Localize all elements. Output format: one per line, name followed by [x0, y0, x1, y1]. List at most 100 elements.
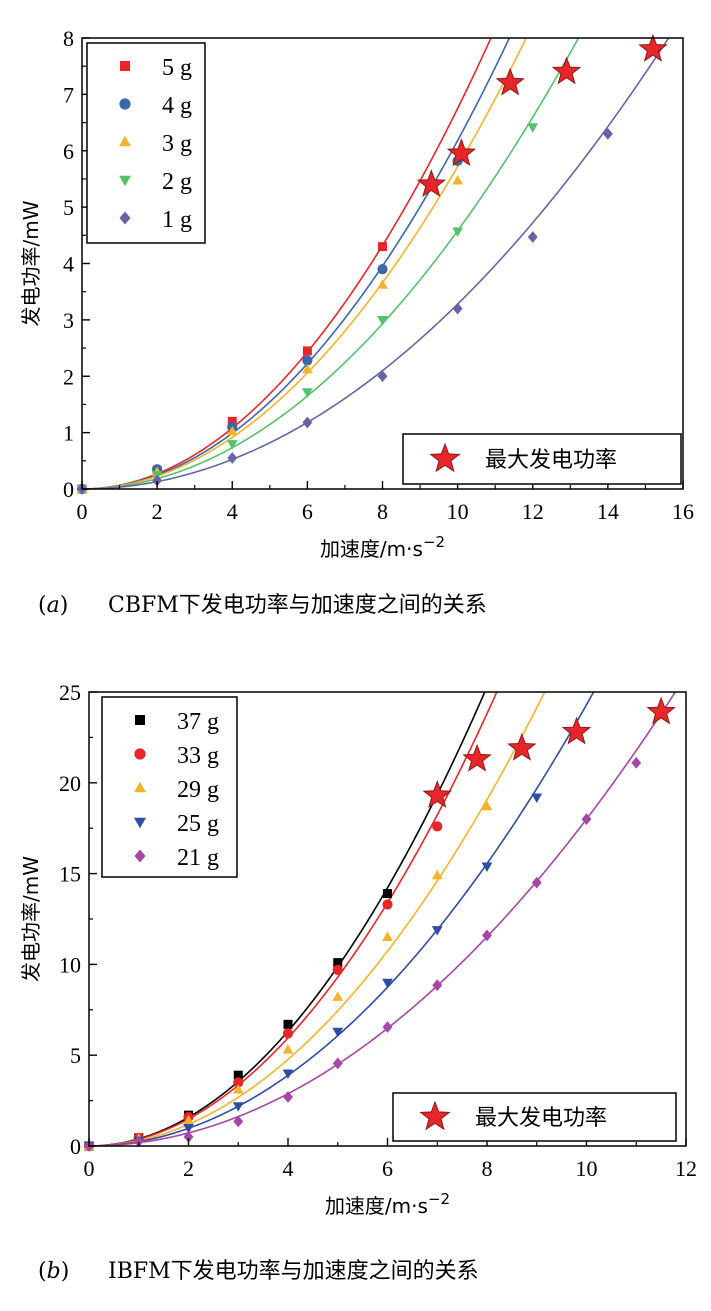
legend: 5 g 4 g 3 g 2 g 1 g [86, 42, 206, 244]
caption-paren-open: ( [38, 1259, 47, 1284]
x-tick-label: 0 [77, 499, 88, 524]
max-power-star [638, 33, 668, 62]
data-point [227, 416, 237, 426]
caption: (b) [38, 1259, 69, 1284]
max-power-star [551, 56, 582, 85]
x-tick-label: 4 [283, 1156, 294, 1181]
x-axis-title: 加速度/m·s−2 [320, 533, 445, 561]
legend-label-1: 33 g [177, 743, 219, 769]
data-point [232, 1084, 244, 1094]
data-point [377, 279, 388, 289]
caption-text: CBFM下发电功率与加速度之间的关系 [108, 593, 487, 618]
y-tick-label: 5 [70, 1043, 81, 1068]
max-power-star [416, 169, 446, 198]
x-tick-label: 6 [302, 499, 313, 524]
data-point [302, 346, 312, 356]
data-point [183, 1131, 194, 1143]
caption-paren-close: ) [61, 1259, 70, 1284]
y-tick-label: 10 [59, 952, 81, 977]
chart-panel-a: 0 2 4 6 8 10 12 14 16012345678加速度/m·s−2发电功率/mW5 … [19, 26, 694, 618]
data-point [333, 958, 343, 968]
data-point [481, 862, 493, 872]
legend-box [101, 696, 238, 878]
max-power-star [446, 138, 477, 167]
fit-curve-0 [89, 692, 486, 1146]
x-tick-label: 2 [152, 499, 163, 524]
legend-label-0: 37 g [177, 709, 219, 735]
data-point [232, 1102, 244, 1112]
y-axis-title: 发电功率/mW [19, 200, 43, 326]
data-point [481, 800, 493, 811]
legend-label-4: 21 g [177, 845, 219, 871]
caption-paren-close: ) [60, 593, 69, 618]
data-point [452, 175, 464, 185]
legend-marker-3 [119, 175, 131, 187]
x-axis-title-exponent: −2 [428, 1190, 450, 1208]
y-tick-label: 8 [63, 26, 74, 51]
data-point [332, 1057, 343, 1070]
x-tick-label: 8 [377, 499, 388, 524]
x-axis-title: 加速度/m·s−2 [325, 1190, 450, 1218]
legend-marker-0 [135, 715, 145, 725]
legend-label-3: 2 g [162, 169, 192, 195]
legend-marker-1 [119, 98, 131, 110]
data-point [226, 425, 238, 436]
data-point [282, 1069, 294, 1079]
data-point [431, 869, 443, 880]
x-tick-label: 14 [597, 499, 619, 524]
max-power-points [416, 33, 668, 198]
y-axis-title: 发电功率/mW [19, 856, 43, 982]
data-point [452, 227, 464, 237]
y-tick-label: 15 [59, 862, 81, 887]
data-point [383, 889, 392, 899]
legend-marker-2 [119, 135, 131, 147]
max-power-star [507, 732, 537, 761]
legend: 37 g 33 g 29 g 25 g 21 g [101, 696, 238, 878]
data-point [302, 355, 313, 366]
legend-marker-4 [119, 211, 131, 225]
legend-label-0: 5 g [162, 55, 192, 81]
y-tick-label: 1 [63, 421, 74, 446]
legend-marker-0 [120, 61, 130, 71]
data-point [282, 1044, 294, 1054]
max-power-legend: 最大发电功率 [402, 433, 682, 485]
data-point [432, 821, 443, 832]
data-point [482, 929, 492, 942]
x-tick-label: 12 [675, 1156, 697, 1181]
data-point [531, 793, 543, 803]
legend-label-1: 4 g [162, 93, 192, 119]
max-power-legend-star [419, 1100, 451, 1131]
data-point [183, 1124, 194, 1134]
x-tick-label: 6 [382, 1156, 393, 1181]
data-point [227, 452, 238, 464]
x-axis-title-text: 加速度/m·s [320, 537, 423, 561]
legend-marker-1 [134, 748, 146, 760]
y-tick-label: 25 [59, 680, 81, 705]
data-point [377, 264, 388, 275]
legend-label-2: 3 g [162, 131, 192, 157]
data-point [183, 1114, 194, 1125]
data-point [283, 1019, 293, 1029]
data-point [332, 964, 343, 975]
max-power-star [495, 67, 525, 96]
series-4-markers [84, 756, 642, 1152]
y-tick-label: 4 [63, 252, 74, 277]
data-point [452, 302, 463, 315]
data-point [226, 440, 238, 450]
y-tick-label: 3 [63, 308, 74, 333]
y-tick-label: 0 [63, 477, 74, 502]
max-power-star [646, 696, 676, 725]
max-power-star [422, 780, 452, 808]
legend-box [86, 42, 206, 244]
data-point [377, 370, 388, 383]
legend-label-2: 29 g [177, 777, 219, 803]
caption-letter: a [47, 593, 60, 618]
data-point [382, 931, 393, 941]
data-point [302, 416, 313, 429]
legend-marker-3 [134, 817, 146, 829]
data-point [152, 474, 163, 487]
y-tick-label: 0 [70, 1134, 81, 1159]
data-point [531, 876, 542, 889]
